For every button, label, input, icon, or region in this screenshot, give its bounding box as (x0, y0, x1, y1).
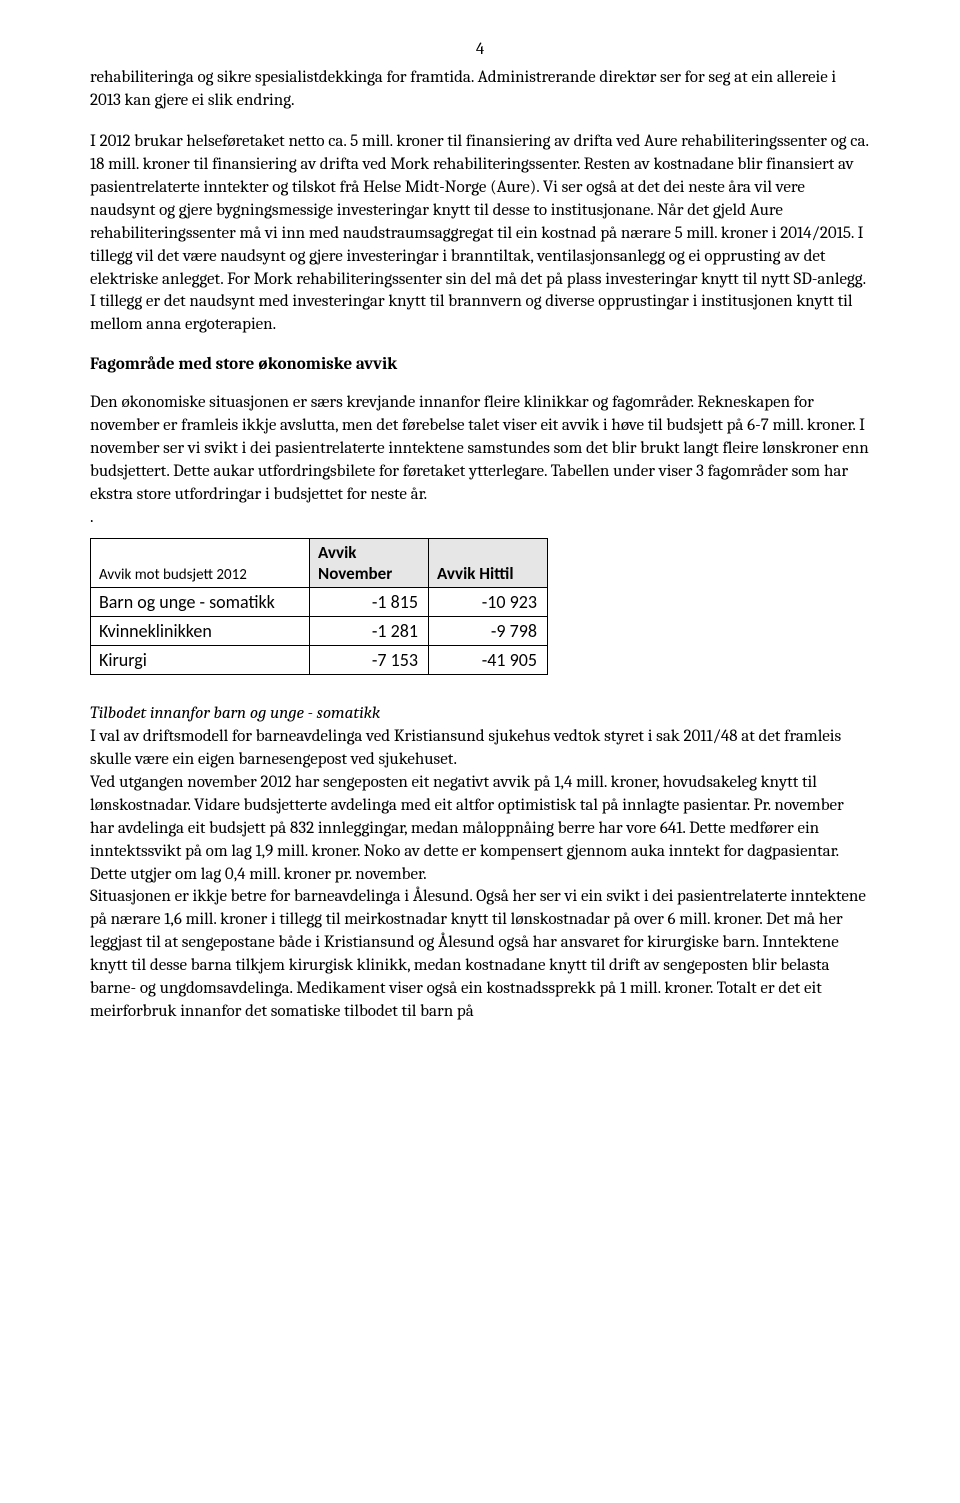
paragraph-1: rehabiliteringa og sikre spesialistdekki… (90, 67, 870, 113)
row-label: Kvinneklinikken (91, 616, 310, 645)
cell-value: -1 815 (310, 587, 429, 616)
paragraph-6: Situasjonen er ikkje betre for barneavde… (90, 886, 870, 1024)
document-page: 4 rehabiliteringa og sikre spesialistdek… (0, 0, 960, 1084)
table-row: Barn og unge - somatikk -1 815 -10 923 (91, 587, 548, 616)
col-header-hittil: Avvik Hittil (429, 538, 548, 587)
col-header-november: Avvik November (310, 538, 429, 587)
paragraph-2: I 2012 brukar helseføretaket netto ca. 5… (90, 131, 870, 337)
paragraph-4: I val av driftsmodell for barneavdelinga… (90, 726, 870, 772)
row-label: Kirurgi (91, 645, 310, 674)
row-label: Barn og unge - somatikk (91, 587, 310, 616)
section-heading-fagomrade: Fagområde med store økonomiske avvik (90, 355, 870, 374)
cell-value: -41 905 (429, 645, 548, 674)
deviation-table-wrap: Avvik mot budsjett 2012 Avvik November A… (90, 538, 870, 675)
cell-value: -1 281 (310, 616, 429, 645)
cell-value: -9 798 (429, 616, 548, 645)
paragraph-5: Ved utgangen november 2012 har sengepost… (90, 772, 870, 887)
table-row: Kvinneklinikken -1 281 -9 798 (91, 616, 548, 645)
italic-subheading-tilbodet: Tilbodet innanfor barn og unge - somatik… (90, 703, 870, 726)
table-header-row: Avvik mot budsjett 2012 Avvik November A… (91, 538, 548, 587)
deviation-table: Avvik mot budsjett 2012 Avvik November A… (90, 538, 548, 675)
page-number: 4 (90, 40, 870, 59)
cell-value: -10 923 (429, 587, 548, 616)
table-row: Kirurgi -7 153 -41 905 (91, 645, 548, 674)
cell-value: -7 153 (310, 645, 429, 674)
dot-line: . (90, 507, 870, 530)
table-corner-label: Avvik mot budsjett 2012 (91, 538, 310, 587)
paragraph-3: Den økonomiske situasjonen er særs krevj… (90, 392, 870, 507)
